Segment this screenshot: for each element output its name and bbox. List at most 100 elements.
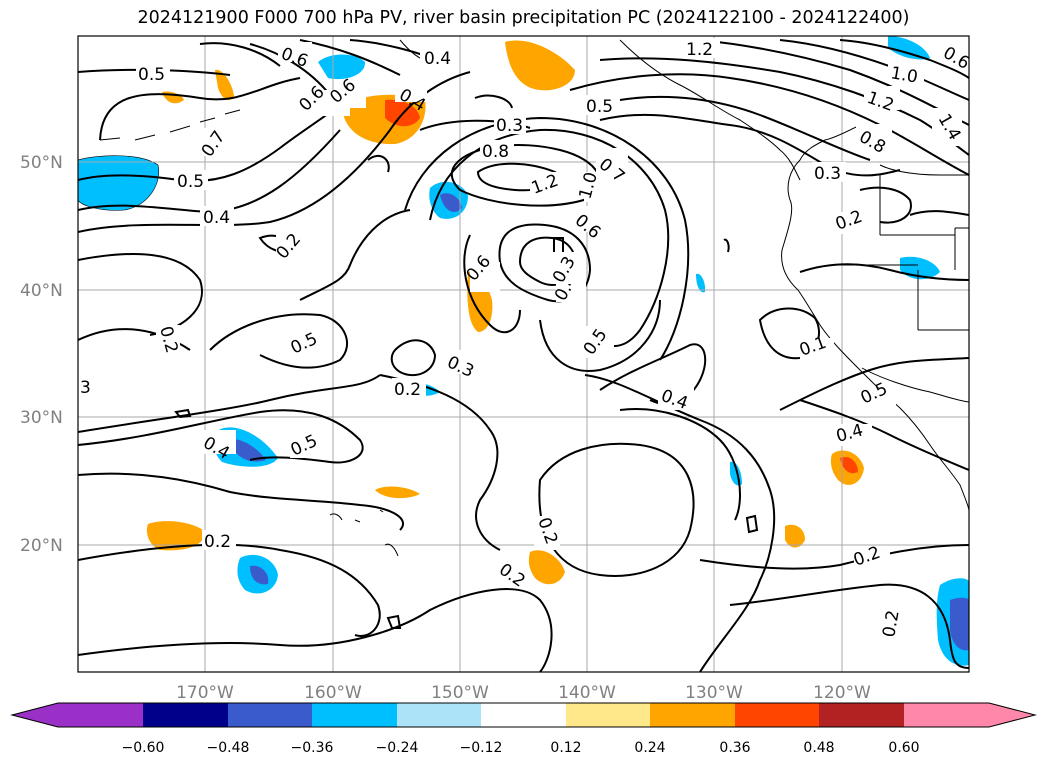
contour-line — [498, 223, 592, 303]
colorbar-swatch — [481, 703, 566, 727]
contour-line — [174, 408, 192, 419]
contour-line — [299, 39, 401, 76]
contour-line — [404, 116, 690, 361]
coastline — [619, 39, 801, 181]
lat-tick-label: 50°N — [20, 153, 63, 173]
contour-line — [779, 357, 969, 411]
contour-line — [209, 313, 349, 369]
contour-line — [699, 544, 969, 570]
lon-tick-label: 160°W — [304, 683, 362, 703]
lat-tick-label: 40°N — [20, 281, 63, 301]
colorbar-swatch — [650, 703, 735, 727]
map-frame — [77, 35, 970, 673]
contour-label: 0.5 — [586, 97, 613, 117]
coastlines — [99, 39, 969, 557]
contour-label: 1.2 — [686, 40, 713, 60]
coastline — [787, 124, 861, 201]
coastline — [99, 109, 241, 141]
contour-line — [78, 472, 405, 531]
colorbar-tick-label: 0.12 — [550, 740, 581, 756]
colorbar-ticks: −0.60 −0.48 −0.36 −0.24 −0.12 0.12 0.24 … — [122, 740, 920, 756]
contour-line — [799, 399, 969, 471]
coastline — [329, 513, 343, 521]
colorbar-swatch — [143, 703, 228, 727]
contour-label: 0.4 — [424, 49, 451, 69]
coastline — [840, 175, 969, 331]
contour-line — [390, 339, 437, 377]
colorbar-boxes — [12, 703, 1035, 727]
colorbar-tick-label: 0.24 — [634, 740, 665, 756]
contour-label: 0.8 — [482, 142, 509, 162]
contour-line — [584, 374, 776, 672]
contour-line — [839, 39, 969, 79]
colorbar-tick-label: −0.24 — [376, 740, 419, 756]
contour-line — [699, 39, 969, 126]
precip-blob — [146, 521, 205, 551]
contour-line — [78, 374, 381, 433]
coastline — [879, 164, 969, 176]
contour-line — [859, 186, 912, 224]
contour-line — [249, 43, 331, 96]
precip-blob — [215, 69, 234, 101]
colorbar-swatch — [735, 703, 819, 727]
colorbar: −0.60 −0.48 −0.36 −0.24 −0.12 0.12 0.24 … — [10, 702, 1037, 756]
contour-line — [199, 42, 281, 67]
colorbar-swatch — [397, 703, 481, 727]
contour-label: 0.3 — [814, 164, 841, 184]
colorbar-tick-label: 0.48 — [803, 740, 834, 756]
colorbar-tick-label: 0.60 — [888, 740, 919, 756]
contour-line — [78, 409, 364, 464]
contour-line — [745, 514, 759, 534]
contour-label: 3 — [80, 378, 91, 398]
precip-blob — [950, 597, 969, 651]
lon-tick-label: 130°W — [685, 683, 743, 703]
coastline — [861, 367, 969, 403]
contour-line — [367, 154, 390, 173]
precip-blob — [440, 193, 462, 212]
precip-blob — [785, 524, 805, 548]
contour-line — [463, 234, 521, 334]
contour-line — [599, 113, 901, 177]
contour-line — [78, 253, 203, 336]
precip-blob — [375, 486, 420, 499]
contour-line — [723, 238, 730, 253]
precip-blob — [318, 54, 366, 80]
contour-line — [799, 263, 969, 281]
contour-line — [78, 543, 381, 637]
colorbar-swatch — [904, 703, 1035, 727]
precip-blob — [888, 36, 930, 60]
contour-line — [729, 583, 969, 669]
map-area: 0.5 0.6 0.4 0.7 0.6 0.4 0.5 0.4 0.2 0.2 … — [78, 36, 969, 672]
colorbar-tick-label: −0.12 — [460, 740, 503, 756]
contour-label: 0.5 — [177, 172, 204, 192]
colorbar-tick-label: −0.60 — [122, 740, 165, 756]
coastline — [354, 509, 399, 557]
contour-line — [619, 408, 741, 521]
contour-line — [299, 209, 411, 301]
contour-label: 0.2 — [879, 609, 903, 639]
contour-line — [99, 77, 301, 141]
precip-blob — [250, 565, 269, 585]
precip-blob — [78, 155, 160, 211]
colorbar-tick-label: 0.36 — [719, 740, 750, 756]
precip-blob — [505, 40, 575, 91]
contour-line — [78, 588, 553, 672]
colorbar-swatch — [566, 703, 650, 727]
colorbar-swatch — [228, 703, 312, 727]
contour-line — [539, 299, 661, 372]
contour-line — [78, 87, 361, 182]
contour-labels: 0.5 0.6 0.4 0.7 0.6 0.4 0.5 0.4 0.2 0.2 … — [78, 38, 969, 640]
lat-tick-label: 20°N — [20, 536, 63, 556]
contour-line — [619, 95, 871, 161]
colorbar-swatch — [312, 703, 397, 727]
contour-line — [386, 614, 402, 629]
colorbar-outline — [10, 702, 1037, 728]
colorbar-swatch — [819, 703, 904, 727]
lat-tick-label: 30°N — [20, 408, 63, 428]
coastline — [781, 199, 969, 511]
map-title: 2024121900 F000 700 hPa PV, river basin … — [137, 8, 910, 28]
precip-blob — [840, 456, 858, 474]
lon-tick-label: 170°W — [176, 683, 234, 703]
lon-tick-label: 140°W — [558, 683, 616, 703]
